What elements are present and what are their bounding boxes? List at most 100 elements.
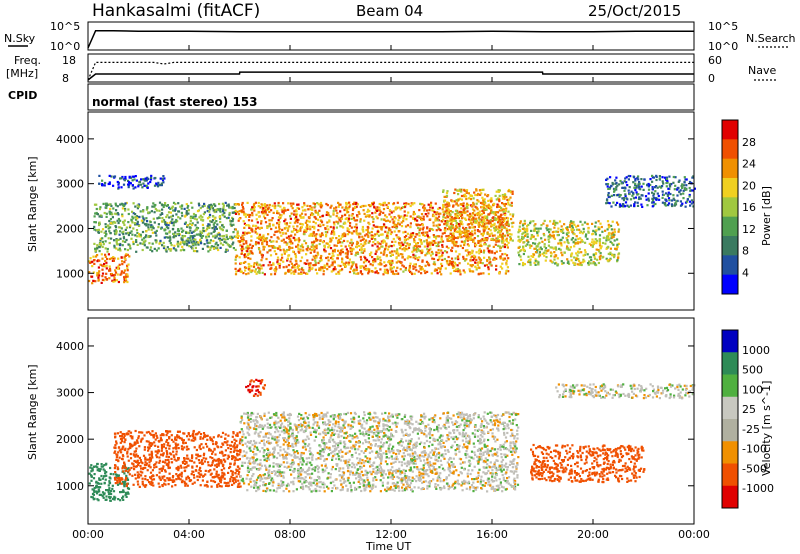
- range-cell: [267, 245, 271, 248]
- range-cell: [355, 243, 359, 246]
- range-cell: [266, 208, 269, 212]
- range-cell: [556, 230, 559, 233]
- range-cell: [671, 204, 674, 208]
- range-cell: [331, 236, 334, 239]
- range-cell: [147, 226, 150, 229]
- range-cell: [293, 263, 296, 267]
- range-cell: [181, 234, 184, 238]
- range-cell: [196, 478, 199, 482]
- range-cell: [262, 245, 265, 248]
- range-cell: [144, 239, 147, 242]
- range-cell: [127, 263, 130, 266]
- range-cell: [189, 226, 192, 229]
- range-cell: [574, 238, 577, 241]
- range-cell: [242, 272, 245, 275]
- range-cell: [474, 220, 477, 223]
- range-cell: [262, 207, 265, 210]
- range-cell: [119, 431, 122, 434]
- range-cell: [206, 438, 209, 441]
- range-cell: [505, 207, 508, 210]
- range-cell: [404, 205, 407, 208]
- range-cell: [591, 241, 594, 244]
- range-cell: [123, 434, 126, 437]
- range-cell: [395, 256, 398, 259]
- range-cell: [91, 282, 94, 285]
- range-cell: [407, 243, 410, 246]
- range-cell: [395, 261, 398, 264]
- range-cell: [505, 227, 508, 230]
- range-cell: [533, 261, 536, 264]
- range-cell: [141, 230, 145, 234]
- range-cell: [333, 233, 336, 236]
- range-cell: [398, 243, 401, 246]
- range-cell: [688, 195, 691, 198]
- range-cell: [96, 271, 99, 275]
- range-cell: [684, 178, 687, 181]
- range-cell: [221, 229, 224, 232]
- range-cell: [149, 248, 152, 251]
- range-cell: [243, 222, 246, 225]
- velocity-scatter: [88, 378, 696, 502]
- range-cell: [180, 466, 183, 469]
- range-cell: [476, 235, 480, 238]
- noise-left-tick-top: 10^5: [50, 20, 80, 33]
- range-cell: [502, 257, 505, 260]
- range-cell: [561, 236, 564, 239]
- range-cell: [108, 219, 111, 223]
- range-cell: [478, 189, 482, 192]
- range-cell: [308, 234, 311, 237]
- range-cell: [325, 233, 328, 236]
- range-cell: [324, 231, 327, 234]
- range-cell: [408, 267, 411, 270]
- range-cell: [339, 225, 342, 228]
- range-cell: [454, 212, 457, 216]
- range-cell: [472, 270, 475, 273]
- range-cell: [221, 238, 224, 241]
- range-cell: [460, 198, 463, 201]
- range-cell: [454, 209, 458, 212]
- range-cell: [96, 244, 99, 247]
- range-cell: [163, 236, 166, 239]
- range-cell: [300, 216, 303, 219]
- range-cell: [495, 257, 498, 260]
- range-cell: [609, 247, 612, 250]
- range-cell: [134, 223, 137, 226]
- range-cell: [524, 234, 527, 237]
- range-cell: [552, 222, 555, 225]
- range-cell: [152, 217, 155, 220]
- range-cell: [608, 231, 611, 235]
- range-cell: [474, 261, 477, 264]
- range-cell: [261, 243, 264, 246]
- range-cell: [236, 254, 239, 258]
- range-cell: [98, 490, 101, 493]
- range-cell: [612, 254, 615, 257]
- range-cell: [346, 240, 349, 243]
- range-cell: [483, 256, 486, 259]
- range-cell: [212, 223, 215, 226]
- range-cell: [258, 251, 262, 254]
- range-cell: [554, 262, 557, 265]
- range-cell: [640, 185, 643, 188]
- range-cell: [639, 188, 642, 191]
- range-cell: [323, 245, 326, 248]
- range-cell: [266, 204, 269, 207]
- range-cell: [665, 176, 668, 179]
- range-cell: [172, 454, 175, 457]
- range-cell: [355, 266, 358, 269]
- range-cell: [370, 204, 373, 207]
- range-cell: [148, 461, 151, 464]
- range-cell: [505, 240, 508, 243]
- range-cell: [272, 211, 275, 214]
- range-cell: [108, 203, 111, 206]
- range-cell: [378, 247, 381, 250]
- range-cell: [554, 246, 557, 249]
- range-cell: [371, 236, 374, 239]
- range-cell: [685, 184, 688, 187]
- range-cell: [185, 461, 188, 464]
- range-cell: [104, 498, 107, 501]
- range-cell: [138, 462, 141, 465]
- range-cell: [469, 213, 472, 216]
- range-cell: [257, 235, 261, 238]
- range-cell: [458, 225, 461, 228]
- range-cell: [104, 472, 107, 475]
